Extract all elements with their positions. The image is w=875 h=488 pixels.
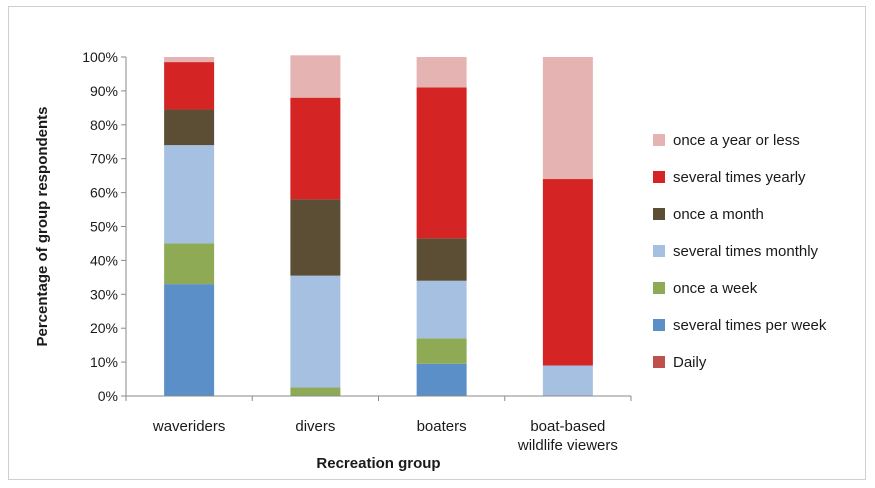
bar-segment: [290, 199, 341, 276]
bar-segment: [164, 145, 215, 244]
x-axis: waveriders divers boaters boat-based wildlif…: [125, 395, 632, 454]
bar-segment: [416, 87, 467, 239]
legend-swatch: [653, 282, 665, 294]
y-tick-label: 50%: [90, 219, 118, 235]
bar-segment: [164, 243, 215, 285]
y-axis: 0% 10% 20% 30% 40% 50% 60% 70% 80% 90% 100%: [82, 49, 127, 404]
bar-segment: [290, 387, 341, 396]
x-tick-label: divers: [295, 418, 335, 435]
y-tick-label: 0%: [98, 388, 118, 404]
x-tick-label: boat-based wildlife viewers: [517, 418, 618, 454]
x-tick-label: boaters: [417, 418, 467, 435]
legend-label: several times monthly: [673, 243, 819, 260]
x-tick-label: waveriders: [152, 418, 226, 435]
stacked-bar-chart: 0% 10% 20% 30% 40% 50% 60% 70% 80% 90% 100% waveri…: [34, 49, 827, 472]
bar-segment: [542, 179, 593, 366]
legend-label: once a year or less: [673, 132, 800, 149]
bar-segment: [542, 57, 593, 180]
legend-label: once a month: [673, 206, 764, 223]
y-tick-label: 90%: [90, 83, 118, 99]
legend-swatch: [653, 208, 665, 220]
bar-segment: [290, 97, 341, 200]
legend-swatch: [653, 171, 665, 183]
y-tick-label: 80%: [90, 117, 118, 133]
bar-segment: [416, 57, 467, 88]
bar-segment: [164, 62, 215, 110]
bar-segment: [416, 338, 467, 364]
y-tick-label: 30%: [90, 286, 118, 302]
bars: [164, 55, 593, 396]
bar-segment: [290, 55, 341, 98]
y-tick-label: 60%: [90, 185, 118, 201]
y-tick-label: 10%: [90, 354, 118, 370]
legend-swatch: [653, 245, 665, 257]
chart-frame: 0% 10% 20% 30% 40% 50% 60% 70% 80% 90% 100% waveri…: [8, 6, 866, 480]
y-tick-label: 20%: [90, 320, 118, 336]
legend-label: once a week: [673, 280, 758, 297]
bar-segment: [416, 238, 467, 281]
y-tick-label: 40%: [90, 252, 118, 268]
bar-segment: [290, 275, 341, 388]
y-tick-label: 100%: [82, 49, 118, 65]
y-tick-label: 70%: [90, 151, 118, 167]
bar-segment: [542, 365, 593, 396]
legend-swatch: [653, 356, 665, 368]
x-axis-title: Recreation group: [316, 455, 440, 472]
legend-label: several times per week: [673, 317, 827, 334]
y-axis-title: Percentage of group respondents: [34, 106, 51, 346]
legend-swatch: [653, 319, 665, 331]
legend-label: Daily: [673, 354, 707, 371]
legend-swatch: [653, 134, 665, 146]
legend: once a year or less several times yearly o…: [653, 132, 827, 371]
bar-segment: [416, 280, 467, 339]
bar-segment: [164, 57, 215, 63]
legend-label: several times yearly: [673, 169, 806, 186]
bar-segment: [164, 109, 215, 146]
bar-segment: [164, 284, 215, 396]
bar-segment: [416, 363, 467, 396]
